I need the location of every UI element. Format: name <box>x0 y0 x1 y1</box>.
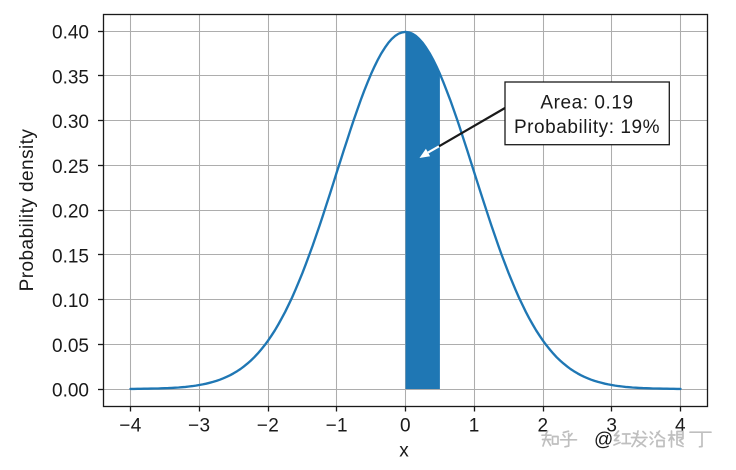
svg-text:0.25: 0.25 <box>52 157 89 178</box>
svg-text:−3: −3 <box>188 416 210 437</box>
svg-text:x: x <box>399 441 409 462</box>
svg-text:4: 4 <box>675 416 686 437</box>
svg-text:0.35: 0.35 <box>52 67 89 88</box>
svg-text:0.00: 0.00 <box>52 381 89 402</box>
svg-text:0.10: 0.10 <box>52 291 89 312</box>
svg-text:0.15: 0.15 <box>52 246 89 267</box>
svg-text:1: 1 <box>469 416 480 437</box>
svg-text:Area: 0.19: Area: 0.19 <box>540 93 633 114</box>
svg-text:−4: −4 <box>119 416 141 437</box>
svg-text:3: 3 <box>606 416 617 437</box>
svg-text:0.05: 0.05 <box>52 336 89 357</box>
svg-text:2: 2 <box>538 416 549 437</box>
svg-text:0.20: 0.20 <box>52 202 89 223</box>
svg-text:0.30: 0.30 <box>52 112 89 133</box>
svg-text:@: @ <box>594 430 613 451</box>
svg-text:Probability: 19%: Probability: 19% <box>514 117 660 138</box>
svg-text:0: 0 <box>400 416 411 437</box>
svg-text:0.40: 0.40 <box>52 23 89 44</box>
svg-text:−2: −2 <box>257 416 279 437</box>
svg-text:−1: −1 <box>326 416 348 437</box>
svg-text:Probability density: Probability density <box>17 129 38 292</box>
